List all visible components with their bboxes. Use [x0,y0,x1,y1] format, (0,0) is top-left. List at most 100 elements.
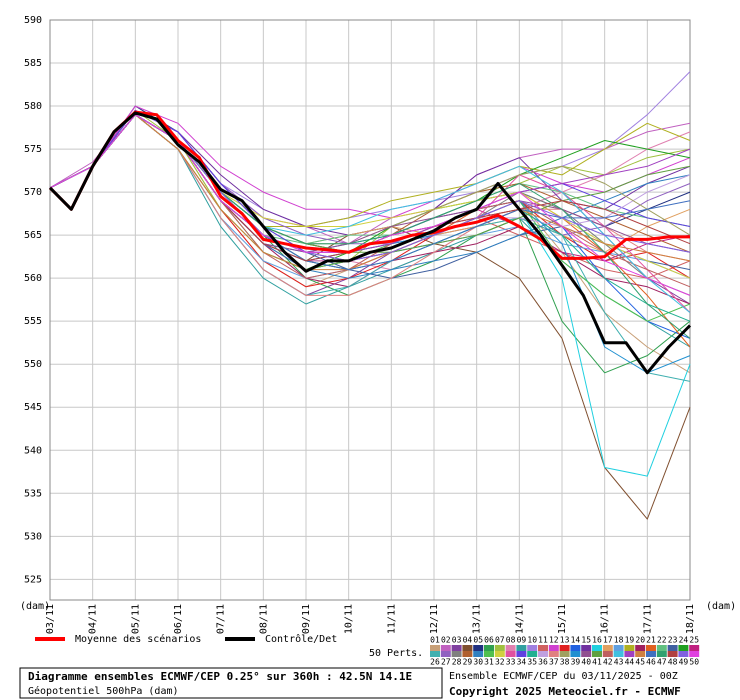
legend-swatch [516,651,527,657]
legend-label: 23 [668,636,678,645]
y-tick-label: 540 [24,445,42,456]
legend-swatch [440,645,451,651]
legend-label: 06 [484,636,494,645]
legend-swatch [538,651,548,657]
legend-label: 38 [560,658,570,667]
legend-label: 19 [625,636,635,645]
legend-label: 09 [517,636,527,645]
x-tick-label: 17/11 [642,604,653,634]
legend-swatch [451,651,462,657]
x-tick-label: 07/11 [216,604,227,634]
legend-label: 41 [592,658,602,667]
legend-label: 45 [635,658,645,667]
legend-swatch [559,651,570,657]
y-tick-label: 545 [24,402,42,413]
legend-label: 49 [679,658,689,667]
legend-label: 46 [646,658,656,667]
legend-swatch [484,645,494,651]
y-tick-label: 560 [24,273,42,284]
legend-swatch [624,645,635,651]
legend-label: 04 [463,636,473,645]
y-tick-label: 550 [24,359,42,370]
legend-label: 34 [517,658,527,667]
legend-swatch [602,651,613,657]
legend-swatch [613,651,624,657]
x-tick-label: 13/11 [472,604,483,634]
legend-swatch [581,651,592,657]
legend-swatch [635,651,646,657]
legend-swatch [538,645,548,651]
y-tick-label: 535 [24,488,42,499]
title-box [19,667,443,699]
legend-swatch [667,645,678,651]
legend-swatch [430,645,440,651]
legend-label: 05 [473,636,483,645]
legend-label: 12 [549,636,559,645]
x-tick-label: 12/11 [429,604,440,634]
legend-label: 28 [452,658,462,667]
legend-label: 42 [603,658,613,667]
legend-swatch [559,645,570,651]
legend-label: 50 [689,658,699,667]
legend-label: 29 [463,658,473,667]
x-tick-label: 04/11 [88,604,99,634]
legend-label: 15 [581,636,591,645]
y-unit-left: (dam) [20,601,50,612]
legend-label: 11 [538,636,548,645]
x-tick-label: 10/11 [344,604,355,634]
legend-swatch [592,645,602,651]
legend-label: 03 [452,636,462,645]
legend-label: 37 [549,658,559,667]
y-tick-label: 580 [24,101,42,112]
legend-label: 14 [571,636,581,645]
legend-label: 02 [441,636,451,645]
legend-swatch [678,645,689,651]
legend-swatch [592,651,602,657]
y-tick-label: 575 [24,144,42,155]
chart-title: Diagramme ensembles ECMWF/CEP 0.25° sur … [28,670,412,683]
legend-swatch [527,651,538,657]
legend-label: 26 [430,658,440,667]
legend-swatch [602,645,613,651]
legend-swatch [646,651,656,657]
legend-swatch [473,651,484,657]
legend-label: 43 [614,658,624,667]
legend-swatch [527,645,538,651]
y-tick-label: 555 [24,316,42,327]
legend-swatch [462,651,473,657]
legend-swatch [440,651,451,657]
legend-swatch [548,645,559,651]
x-tick-label: 09/11 [301,604,312,634]
x-tick-label: 08/11 [258,604,269,634]
legend-label: 39 [571,658,581,667]
legend-swatch [656,651,667,657]
x-tick-label: 11/11 [386,604,397,634]
legend-label: Contrôle/Det [265,633,337,645]
legend-label: 07 [495,636,505,645]
y-unit-right: (dam) [706,601,736,612]
y-tick-label: 530 [24,531,42,542]
legend-label: 35 [527,658,537,667]
legend-label: 08 [506,636,516,645]
legend-label: 27 [441,658,451,667]
legend-label: 17 [603,636,613,645]
series-line [48,110,690,260]
legend-label: 31 [484,658,494,667]
legend-label: 44 [625,658,635,667]
legend-label: 47 [657,658,667,667]
legend-swatch [667,651,678,657]
y-tick-label: 525 [24,574,42,585]
plot-frame [49,19,691,601]
legend-swatch [635,645,646,651]
legend-swatch [494,645,505,651]
legend-label: 30 [473,658,483,667]
legend-label: 10 [527,636,537,645]
legend-swatch [689,651,700,657]
y-tick-label: 570 [24,187,42,198]
legend-swatch [430,651,440,657]
x-tick-label: 16/11 [600,604,611,634]
legend-swatch [473,645,484,651]
legend-label: 24 [679,636,689,645]
legend-swatch [451,645,462,651]
